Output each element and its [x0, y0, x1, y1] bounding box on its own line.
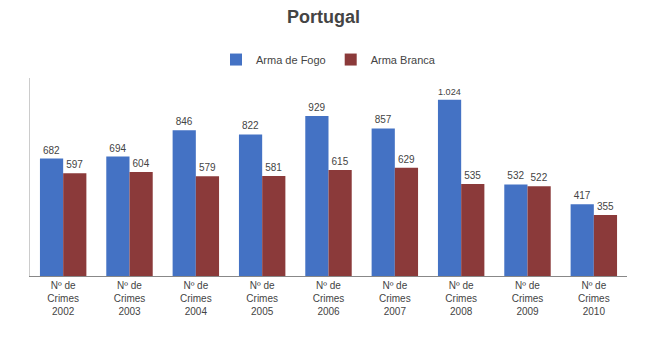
svg-text:535: 535: [464, 170, 481, 181]
svg-text:Nº deCrimes2006: Nº deCrimes2006: [313, 280, 345, 317]
svg-text:579: 579: [199, 162, 216, 173]
svg-text:604: 604: [133, 158, 150, 169]
svg-text:597: 597: [66, 159, 83, 170]
svg-text:615: 615: [332, 156, 349, 167]
svg-text:Nº deCrimes2010: Nº deCrimes2010: [578, 280, 610, 317]
svg-text:694: 694: [109, 143, 126, 154]
svg-text:629: 629: [398, 154, 415, 165]
svg-text:Arma Branca: Arma Branca: [371, 54, 436, 66]
svg-text:Arma de Fogo: Arma de Fogo: [256, 54, 326, 66]
svg-text:417: 417: [574, 190, 591, 201]
svg-text:Nº deCrimes2005: Nº deCrimes2005: [246, 280, 278, 317]
svg-text:682: 682: [43, 145, 60, 156]
svg-text:846: 846: [176, 116, 193, 127]
svg-text:857: 857: [375, 114, 392, 125]
svg-text:Nº deCrimes2008: Nº deCrimes2008: [445, 280, 477, 317]
svg-text:Nº deCrimes2004: Nº deCrimes2004: [180, 280, 212, 317]
svg-text:532: 532: [507, 170, 524, 181]
svg-text:355: 355: [597, 201, 614, 212]
svg-text:581: 581: [265, 162, 282, 173]
svg-text:1.024: 1.024: [438, 87, 461, 97]
svg-text:822: 822: [242, 120, 259, 131]
svg-text:Nº deCrimes2007: Nº deCrimes2007: [379, 280, 411, 317]
svg-text:Portugal: Portugal: [287, 7, 360, 27]
svg-text:Nº deCrimes2002: Nº deCrimes2002: [47, 280, 79, 317]
svg-text:Nº deCrimes2003: Nº deCrimes2003: [114, 280, 146, 317]
svg-text:929: 929: [308, 102, 325, 113]
svg-text:522: 522: [531, 172, 548, 183]
svg-text:Nº deCrimes2009: Nº deCrimes2009: [512, 280, 544, 317]
